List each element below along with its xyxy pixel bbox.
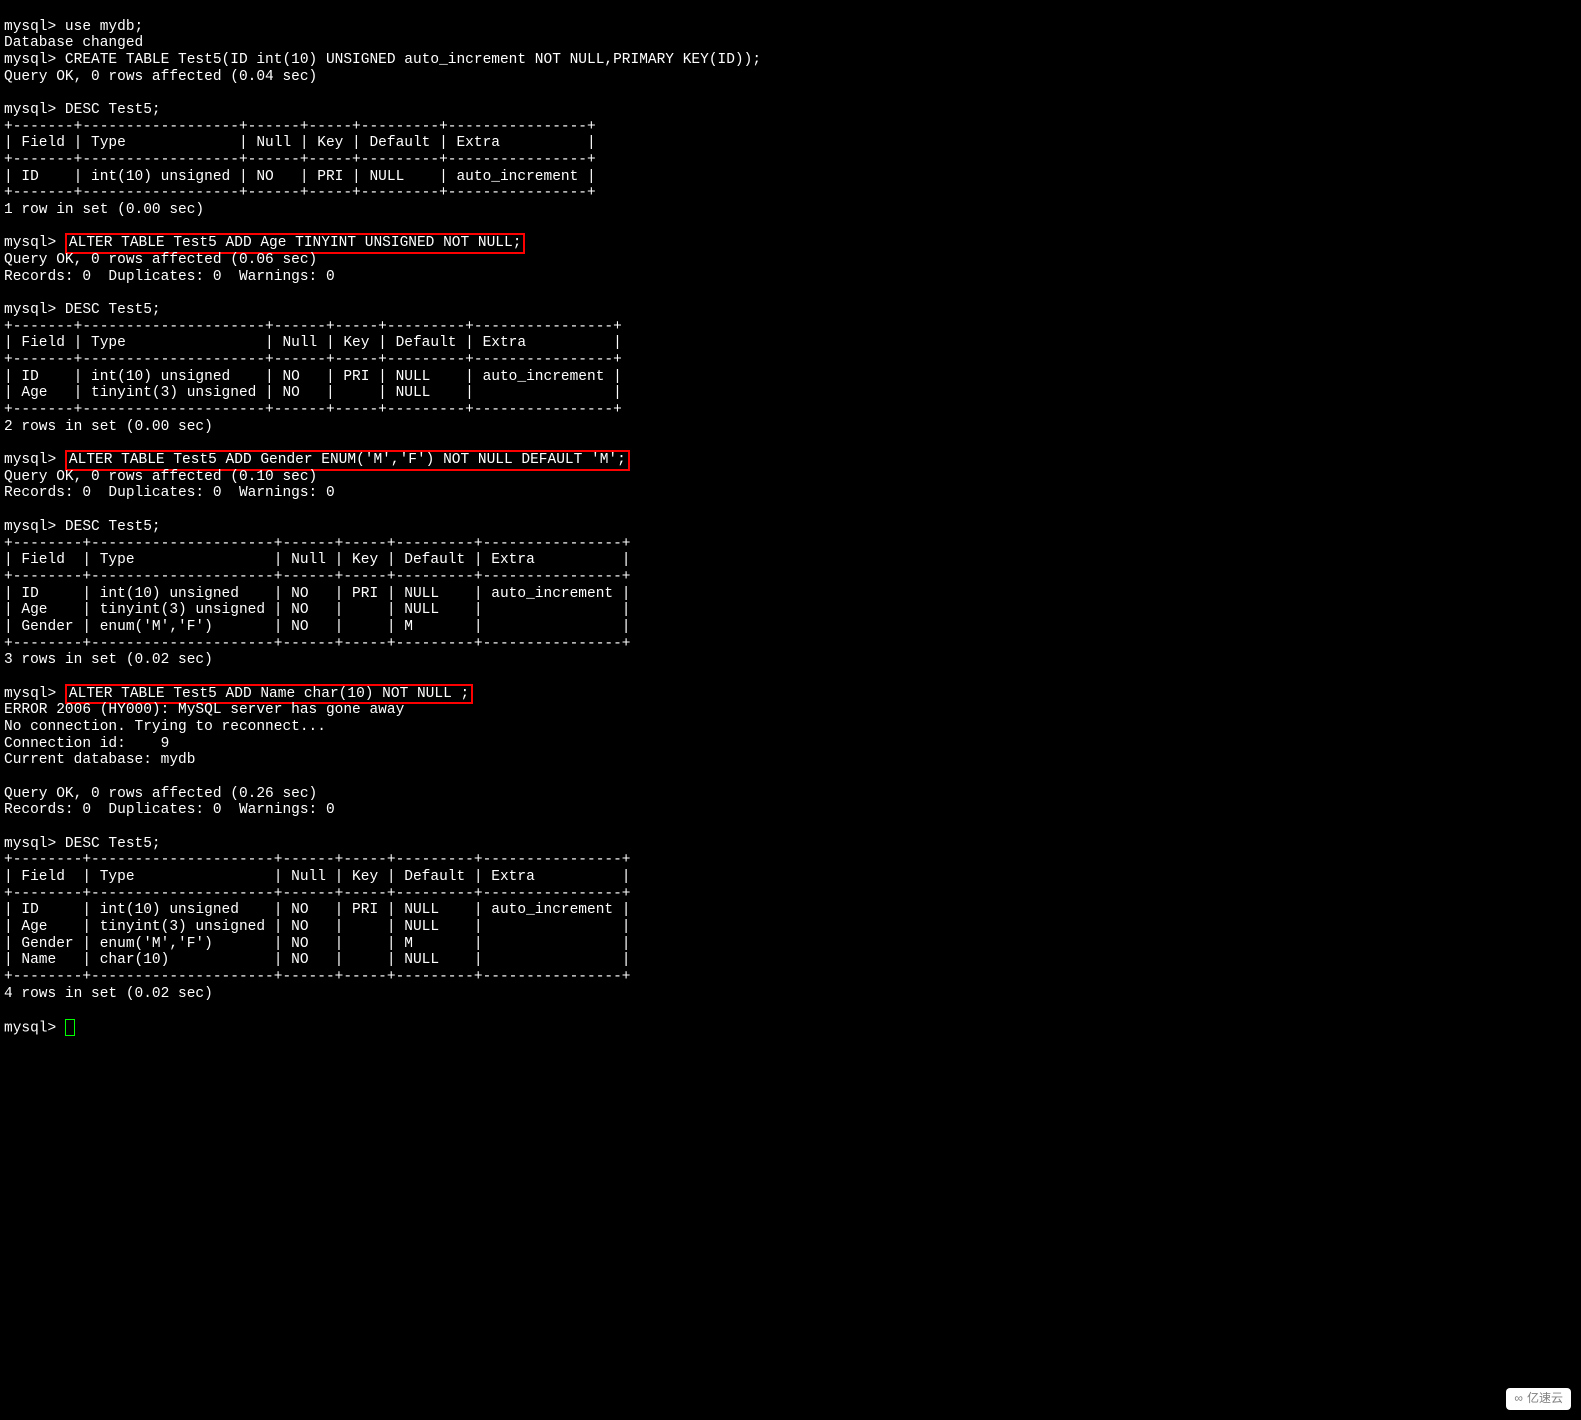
term-line: mysql> use mydb; (4, 19, 143, 35)
term-line: +-------+------------------+------+-----… (4, 152, 596, 168)
term-line: Records: 0 Duplicates: 0 Warnings: 0 (4, 485, 335, 501)
term-line: Query OK, 0 rows affected (0.10 sec) (4, 469, 317, 485)
term-line: mysql> DESC Test5; (4, 102, 161, 118)
term-line: +-------+---------------------+------+--… (4, 319, 622, 335)
cursor-icon[interactable] (65, 1019, 75, 1036)
term-line: mysql> DESC Test5; (4, 519, 161, 535)
prompt: mysql> (4, 235, 65, 251)
term-line: 2 rows in set (0.00 sec) (4, 419, 213, 435)
term-line: 3 rows in set (0.02 sec) (4, 652, 213, 668)
term-line: +-------+---------------------+------+--… (4, 352, 622, 368)
term-line: | Field | Type | Null | Key | Default | … (4, 869, 631, 885)
term-line: Query OK, 0 rows affected (0.04 sec) (4, 69, 317, 85)
term-line: | ID | int(10) unsigned | NO | PRI | NUL… (4, 169, 596, 185)
term-line: Records: 0 Duplicates: 0 Warnings: 0 (4, 269, 335, 285)
term-line: mysql> DESC Test5; (4, 302, 161, 318)
term-line: | Name | char(10) | NO | | NULL | | (4, 952, 631, 968)
term-line: ERROR 2006 (HY000): MySQL server has gon… (4, 702, 404, 718)
watermark-icon: ∞ (1514, 1392, 1523, 1406)
term-line: | Age | tinyint(3) unsigned | NO | | NUL… (4, 602, 631, 618)
highlight-alter-age: ALTER TABLE Test5 ADD Age TINYINT UNSIGN… (65, 233, 525, 254)
term-line: | Field | Type | Null | Key | Default | … (4, 552, 631, 568)
term-line: 4 rows in set (0.02 sec) (4, 986, 213, 1002)
watermark-badge: ∞ 亿速云 (1506, 1388, 1571, 1410)
term-line: mysql> CREATE TABLE Test5(ID int(10) UNS… (4, 52, 761, 68)
term-line: +--------+---------------------+------+-… (4, 852, 631, 868)
prompt: mysql> (4, 1020, 65, 1036)
term-line: +-------+------------------+------+-----… (4, 185, 596, 201)
prompt: mysql> (4, 686, 65, 702)
highlight-alter-gender: ALTER TABLE Test5 ADD Gender ENUM('M','F… (65, 450, 630, 471)
term-line: +-------+------------------+------+-----… (4, 119, 596, 135)
term-line: Query OK, 0 rows affected (0.06 sec) (4, 252, 317, 268)
term-line: | ID | int(10) unsigned | NO | PRI | NUL… (4, 586, 631, 602)
term-line: +--------+---------------------+------+-… (4, 886, 631, 902)
term-line: | Age | tinyint(3) unsigned | NO | | NUL… (4, 385, 622, 401)
term-line: | Field | Type | Null | Key | Default | … (4, 335, 622, 351)
term-line: | Field | Type | Null | Key | Default | … (4, 135, 596, 151)
term-line: +--------+---------------------+------+-… (4, 969, 631, 985)
term-line: Query OK, 0 rows affected (0.26 sec) (4, 786, 317, 802)
term-line: No connection. Trying to reconnect... (4, 719, 326, 735)
term-line: Current database: mydb (4, 752, 195, 768)
term-line: | ID | int(10) unsigned | NO | PRI | NUL… (4, 369, 622, 385)
term-line: +--------+---------------------+------+-… (4, 536, 631, 552)
term-line: +--------+---------------------+------+-… (4, 569, 631, 585)
term-line: | ID | int(10) unsigned | NO | PRI | NUL… (4, 902, 631, 918)
term-line: Connection id: 9 (4, 736, 169, 752)
term-line: mysql> DESC Test5; (4, 836, 161, 852)
prompt: mysql> (4, 452, 65, 468)
term-line: +-------+---------------------+------+--… (4, 402, 622, 418)
highlight-alter-name: ALTER TABLE Test5 ADD Name char(10) NOT … (65, 684, 473, 705)
terminal[interactable]: mysql> use mydb; Database changed mysql>… (0, 0, 1581, 1039)
term-line: Records: 0 Duplicates: 0 Warnings: 0 (4, 802, 335, 818)
term-line: | Gender | enum('M','F') | NO | | M | | (4, 619, 631, 635)
term-line: | Age | tinyint(3) unsigned | NO | | NUL… (4, 919, 631, 935)
watermark-text: 亿速云 (1527, 1392, 1563, 1406)
term-line: Database changed (4, 35, 143, 51)
term-line: 1 row in set (0.00 sec) (4, 202, 204, 218)
term-line: +--------+---------------------+------+-… (4, 636, 631, 652)
term-line: | Gender | enum('M','F') | NO | | M | | (4, 936, 631, 952)
